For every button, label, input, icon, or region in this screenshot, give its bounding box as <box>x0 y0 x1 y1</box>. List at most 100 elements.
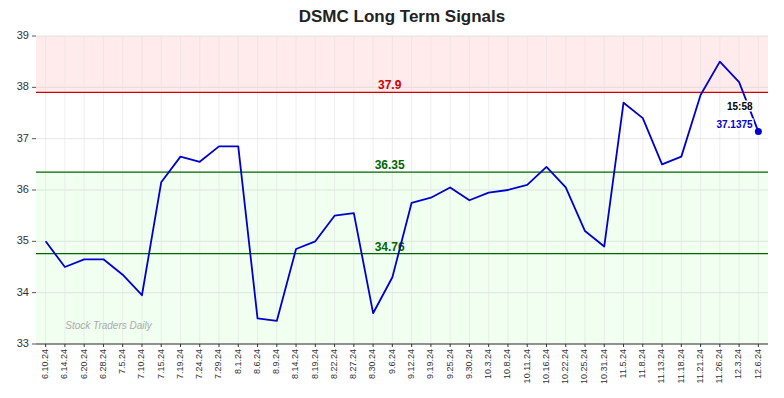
x-tick <box>585 344 586 347</box>
y-axis: 33343536373839 <box>17 29 36 349</box>
reference-lines <box>36 92 768 253</box>
x-tick <box>84 344 85 347</box>
grid-line <box>296 36 297 344</box>
x-tick-label: 9.25.24 <box>445 349 455 379</box>
x-tick-label: 6.14.24 <box>59 349 69 379</box>
x-tick <box>334 344 335 347</box>
grid-line <box>334 36 335 344</box>
last-price: 37.1375 <box>716 119 753 130</box>
grid-line <box>141 36 142 344</box>
y-tick <box>32 138 36 139</box>
x-tick-label: 11.8.24 <box>637 349 647 378</box>
x-tick <box>565 344 566 347</box>
grid <box>36 36 768 344</box>
grid-line <box>681 36 682 344</box>
grid-line <box>373 36 374 344</box>
x-tick <box>758 344 759 347</box>
x-tick-label: 8.1.24 <box>233 349 243 374</box>
x-tick-label: 7.19.24 <box>175 349 185 379</box>
y-tick-label: 37 <box>17 132 29 144</box>
grid-line <box>315 36 316 344</box>
x-tick-label: 6.10.24 <box>40 349 50 379</box>
x-tick <box>238 344 239 347</box>
x-tick-label: 12.3.24 <box>733 349 743 379</box>
x-tick <box>219 344 220 347</box>
x-tick-label: 10.16.24 <box>541 349 551 384</box>
x-tick <box>546 344 547 347</box>
y-tick-label: 35 <box>17 234 29 246</box>
grid-line <box>122 36 123 344</box>
reference-label: 36.35 <box>375 158 405 172</box>
reference-label: 37.9 <box>378 78 402 92</box>
x-tick <box>662 344 663 347</box>
grid-line <box>758 36 759 344</box>
x-tick <box>45 344 46 347</box>
chart: 33343536373839Stock Traders Daily37.936.… <box>0 0 784 398</box>
x-tick-label: 10.22.24 <box>560 349 570 384</box>
y-tick <box>32 190 36 191</box>
grid-line <box>546 36 547 344</box>
grid-line <box>64 36 65 344</box>
x-tick <box>681 344 682 347</box>
grid-line <box>411 36 412 344</box>
grid-line <box>585 36 586 344</box>
grid-line <box>219 36 220 344</box>
y-tick-label: 36 <box>17 183 29 195</box>
x-tick-label: 10.11.24 <box>522 349 532 383</box>
x-tick-label: 6.20.24 <box>79 349 89 379</box>
x-tick-label: 11.26.24 <box>714 349 724 383</box>
x-axis: 6.10.246.14.246.20.246.28.247.5.247.10.2… <box>36 344 768 384</box>
zone-band <box>36 36 768 92</box>
x-tick-label: 10.8.24 <box>502 349 512 379</box>
y-tick <box>32 87 36 88</box>
grid-line <box>276 36 277 344</box>
zone-band <box>36 254 768 344</box>
y-tick <box>32 344 36 345</box>
x-tick-label: 7.29.24 <box>213 349 223 379</box>
x-tick-label: 11.21.24 <box>695 349 705 383</box>
x-tick-label: 9.30.24 <box>464 349 474 379</box>
x-tick <box>719 344 720 347</box>
x-tick-label: 8.22.24 <box>329 349 339 379</box>
x-tick <box>161 344 162 347</box>
grid-line <box>642 36 643 344</box>
y-tick <box>32 36 36 37</box>
grid-line <box>488 36 489 344</box>
grid-line <box>353 36 354 344</box>
grid-line <box>84 36 85 344</box>
x-tick <box>430 344 431 347</box>
grid-line <box>469 36 470 344</box>
x-tick-label: 9.6.24 <box>387 349 397 374</box>
grid-line <box>36 292 768 293</box>
x-tick-label: 7.15.24 <box>156 349 166 379</box>
series <box>46 62 762 321</box>
y-tick-label: 33 <box>17 337 29 349</box>
watermark: Stock Traders Daily <box>65 320 153 331</box>
x-tick <box>488 344 489 347</box>
x-tick-label: 9.19.24 <box>425 349 435 379</box>
grid-line <box>45 36 46 344</box>
y-tick-label: 38 <box>17 80 29 92</box>
x-tick-label: 8.27.24 <box>348 349 358 379</box>
x-tick <box>141 344 142 347</box>
x-tick <box>392 344 393 347</box>
grid-line <box>36 138 768 139</box>
x-tick-label: 11.18.24 <box>676 349 686 383</box>
x-tick-label: 8.30.24 <box>367 349 377 379</box>
grid-line <box>103 36 104 344</box>
y-tick <box>32 292 36 293</box>
x-tick-label: 9.12.24 <box>406 349 416 379</box>
x-tick-label: 8.14.24 <box>290 349 300 379</box>
x-tick <box>180 344 181 347</box>
title: DSMC Long Term Signals <box>299 7 506 26</box>
x-tick <box>623 344 624 347</box>
y-tick <box>32 241 36 242</box>
last-point <box>755 128 762 135</box>
x-tick-label: 10.25.24 <box>579 349 589 384</box>
grid-line <box>161 36 162 344</box>
x-tick <box>739 344 740 347</box>
x-tick-label: 8.9.24 <box>271 349 281 374</box>
grid-line <box>430 36 431 344</box>
grid-line <box>662 36 663 344</box>
grid-line <box>623 36 624 344</box>
